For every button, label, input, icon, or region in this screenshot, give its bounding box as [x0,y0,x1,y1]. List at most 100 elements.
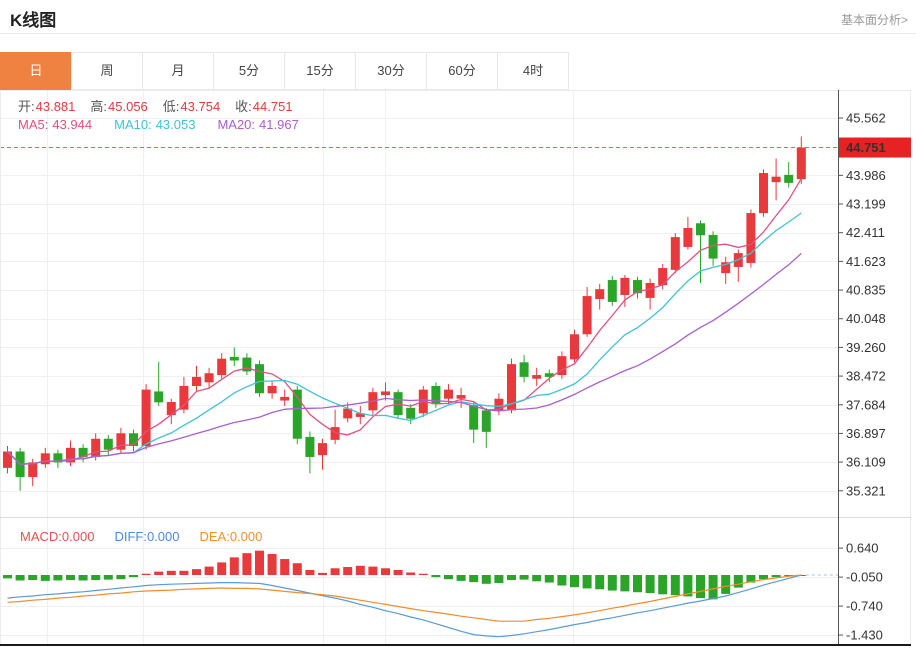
candle[interactable] [620,274,630,307]
candle[interactable] [544,369,554,383]
candle[interactable] [166,398,176,425]
macd-bar [633,575,642,593]
period-tab-1[interactable]: 周 [71,52,143,90]
candle[interactable] [796,136,806,184]
period-tab-0[interactable]: 日 [0,52,72,90]
fundamental-analysis-link[interactable]: 基本面分析> [840,13,908,27]
candle[interactable] [759,169,768,217]
candle[interactable] [570,329,579,363]
macd-bar [292,563,302,575]
candle[interactable] [381,382,390,401]
candle[interactable] [318,438,327,470]
macd-bar [217,562,227,575]
diff-value-label: DIFF:0.000 [114,529,180,544]
svg-text:40.835: 40.835 [846,283,886,298]
ma10-legend: MA10: 43.053 [114,117,196,132]
candle[interactable] [557,351,567,379]
macd-bar [343,567,353,575]
svg-text:39.260: 39.260 [846,340,886,355]
macd-bar [406,572,416,575]
candle[interactable] [53,449,63,468]
candle[interactable] [305,431,315,474]
kline-chart-svg[interactable]: 45.562 43.986 43.199 42.411 41.623 40.835 40.0… [0,90,911,647]
candle[interactable] [595,284,605,310]
candle[interactable] [217,353,227,379]
candle[interactable] [670,233,680,274]
svg-text:35.321: 35.321 [846,483,886,498]
candle[interactable] [645,278,655,310]
candle[interactable] [330,409,340,445]
macd-bar [582,575,592,589]
candle[interactable] [255,360,264,397]
candle[interactable] [40,447,50,468]
macd-bar [103,575,113,580]
candle[interactable] [771,158,781,201]
svg-text:38.472: 38.472 [846,369,886,384]
macd-bar [771,575,781,578]
candle[interactable] [708,231,718,266]
candle[interactable] [15,447,25,491]
candle[interactable] [582,286,592,337]
candle[interactable] [154,361,164,406]
candle[interactable] [733,249,743,282]
period-tab-5[interactable]: 30分 [355,52,427,90]
candle[interactable] [607,276,617,306]
period-tab-3[interactable]: 5分 [213,52,285,90]
macd-bar [280,559,290,575]
candle[interactable] [784,162,794,188]
dea-value-label: DEA:0.000 [199,529,263,544]
candle[interactable] [456,387,466,408]
macd-bar [683,575,693,597]
candle[interactable] [683,217,693,250]
candle[interactable] [292,385,302,445]
candle[interactable] [267,380,277,399]
svg-text:40.048: 40.048 [846,311,886,326]
candle[interactable] [192,365,201,392]
period-tab-2[interactable]: 月 [142,52,214,90]
ma5-legend: MA5: 43.944 [18,117,93,132]
candle[interactable] [66,440,75,467]
candle[interactable] [633,276,642,299]
candle[interactable] [481,407,491,448]
candle[interactable] [103,435,113,456]
macd-bar [78,575,88,581]
candle[interactable] [494,393,504,416]
candle[interactable] [204,367,214,388]
candle[interactable] [229,347,239,366]
macd-bar [418,573,428,575]
macd-bar [116,575,126,580]
macd-bar [305,569,315,575]
candle[interactable] [179,376,189,414]
svg-text:43.199: 43.199 [846,197,886,212]
candle[interactable] [3,446,12,474]
candle[interactable] [141,384,151,450]
current-price-badge: 44.751 [839,137,911,158]
period-tab-4[interactable]: 15分 [284,52,356,90]
candle[interactable] [721,256,731,285]
period-tab-7[interactable]: 4时 [497,52,569,90]
svg-text:-0.740: -0.740 [846,599,883,614]
candle[interactable] [129,429,138,452]
candle[interactable] [116,427,126,454]
candle[interactable] [78,444,88,463]
macd-bar [481,575,491,584]
candle[interactable] [532,367,542,386]
chart-frame [0,90,911,646]
macd-bar [607,575,617,591]
period-tab-6[interactable]: 60分 [426,52,498,90]
candle[interactable] [242,353,252,376]
candle[interactable] [280,389,290,406]
macd-bar [670,575,680,596]
candle[interactable] [355,405,365,425]
ma10-line [7,212,802,465]
macd-legend: MACD:0.000 DIFF:0.000 DEA:0.000 [20,529,282,544]
candle[interactable] [469,402,479,444]
macd-bar [318,572,327,575]
candle[interactable] [406,404,416,425]
candle[interactable] [343,402,353,423]
candle[interactable] [746,209,756,268]
candle[interactable] [519,355,529,383]
candle[interactable] [696,220,705,283]
macd-bar [595,575,605,590]
